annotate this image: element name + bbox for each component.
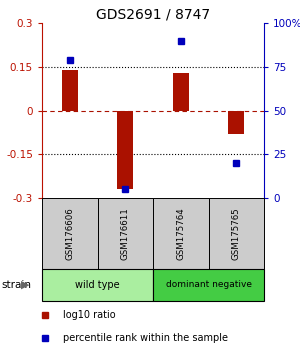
Bar bbox=[153, 198, 208, 269]
Bar bbox=[98, 198, 153, 269]
Text: ▶: ▶ bbox=[21, 280, 30, 290]
Bar bbox=[42, 198, 98, 269]
Bar bbox=[229, 110, 244, 134]
Text: GSM176611: GSM176611 bbox=[121, 207, 130, 260]
Text: wild type: wild type bbox=[75, 280, 120, 290]
Bar bbox=[118, 110, 133, 189]
Text: percentile rank within the sample: percentile rank within the sample bbox=[63, 333, 228, 343]
Text: strain: strain bbox=[2, 280, 31, 290]
Title: GDS2691 / 8747: GDS2691 / 8747 bbox=[96, 8, 210, 22]
Bar bbox=[62, 70, 77, 110]
Bar bbox=[42, 269, 153, 301]
Text: GSM175764: GSM175764 bbox=[176, 207, 185, 260]
Bar bbox=[208, 198, 264, 269]
Text: GSM175765: GSM175765 bbox=[232, 207, 241, 260]
Bar bbox=[173, 73, 188, 110]
Text: GSM176606: GSM176606 bbox=[65, 207, 74, 260]
Text: log10 ratio: log10 ratio bbox=[63, 310, 116, 320]
Text: dominant negative: dominant negative bbox=[166, 280, 251, 290]
Bar bbox=[153, 269, 264, 301]
